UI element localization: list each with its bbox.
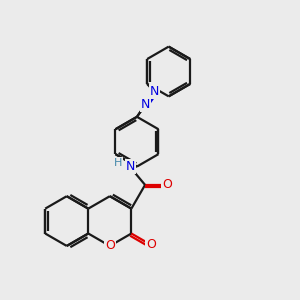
Text: O: O [163,178,172,191]
Text: N: N [126,160,135,172]
Text: N: N [141,98,150,111]
Text: O: O [105,239,115,252]
Text: H: H [114,158,122,168]
Text: N: N [150,85,159,98]
Text: O: O [146,238,156,251]
